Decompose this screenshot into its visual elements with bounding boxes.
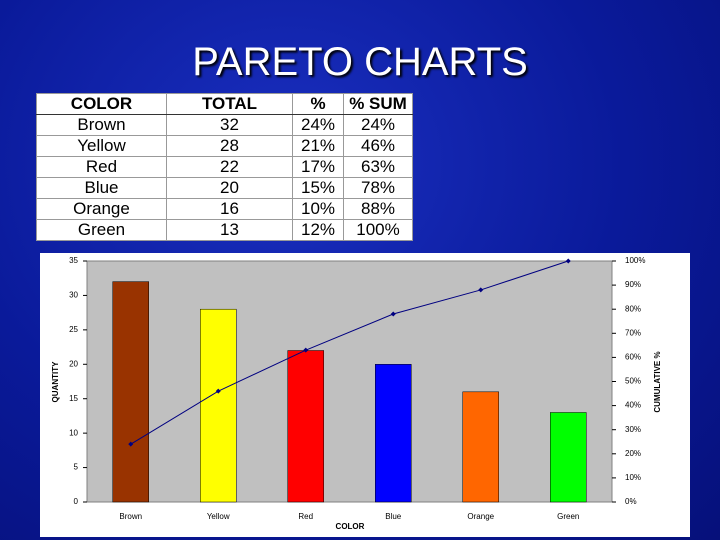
table-cell: Yellow (36, 135, 167, 157)
y-tick-label: 30 (69, 291, 78, 300)
y-tick-label: 0 (74, 497, 79, 506)
line-marker (478, 287, 484, 293)
line-marker (128, 441, 134, 447)
line-marker (215, 388, 221, 394)
table-row: Blue 20 15% 78% (36, 177, 413, 199)
table-row: COLOR TOTAL%% SUM (36, 93, 413, 115)
y-tick-label: 15 (69, 394, 78, 403)
bar (112, 281, 149, 503)
table-body: COLOR TOTAL%% SUM Brown 32 24% 24% Yellow 28 21%… (36, 93, 413, 241)
bar (550, 412, 587, 503)
table-cell: 12% (292, 219, 344, 241)
table-cell: Blue (36, 177, 167, 199)
slide-title: PARETO CHARTS (192, 40, 528, 84)
y2-tick-label: 50% (625, 377, 641, 386)
table-row: Green 13 12% 100% (36, 219, 413, 241)
x-tick-label: Red (298, 512, 313, 521)
line-marker (390, 311, 396, 317)
x-tick-label: Brown (119, 512, 142, 521)
table-cell: 28 (166, 135, 293, 157)
plot-area (86, 260, 613, 503)
y2-tick-label: 30% (625, 425, 641, 434)
bar (462, 391, 499, 503)
cumulative-line (130, 260, 569, 445)
y-tick-label: 5 (74, 463, 79, 472)
table-cell: 46% (343, 135, 413, 157)
y-axis-label: QUANTITY (51, 361, 60, 403)
y-tick-label: 25 (69, 325, 78, 334)
y-tick-label: 20 (69, 359, 78, 368)
table-cell: 88% (343, 198, 413, 220)
bar (287, 350, 324, 503)
y2-tick-label: 60% (625, 353, 641, 362)
y2-tick-label: 100% (625, 256, 645, 265)
table-row: Yellow 28 21% 46% (36, 135, 413, 157)
table-cell: 100% (343, 219, 413, 241)
y2-tick-label: 80% (625, 304, 641, 313)
y-tick-label: 35 (69, 256, 78, 265)
y2-tick-label: 90% (625, 280, 641, 289)
table-cell: 24% (292, 114, 344, 136)
y2-tick-label: 20% (625, 449, 641, 458)
x-tick-label: Green (557, 512, 579, 521)
line-marker (565, 258, 571, 264)
table-cell: Green (36, 219, 167, 241)
x-tick-label: Orange (467, 512, 494, 521)
line-marker (303, 347, 309, 353)
x-tick-label: Yellow (207, 512, 230, 521)
y2-tick-label: 40% (625, 401, 641, 410)
table-cell: Red (36, 156, 167, 178)
y2-tick-label: 10% (625, 473, 641, 482)
data-table: COLOR TOTAL%% SUM Brown 32 24% 24% Yellow 28 21%… (36, 93, 413, 241)
table-cell: COLOR (36, 93, 167, 115)
table-cell: % SUM (343, 93, 413, 115)
y2-axis-label: CUMULATIVE % (653, 351, 662, 412)
y2-tick-label: 0% (625, 497, 637, 506)
table-cell: Brown (36, 114, 167, 136)
bar (200, 308, 237, 503)
table-row: Orange 16 10% 88% (36, 198, 413, 220)
bar (375, 364, 412, 503)
y2-tick-label: 70% (625, 328, 641, 337)
x-tick-label: Blue (385, 512, 402, 521)
y-tick-label: 10 (69, 428, 78, 437)
x-axis-label: COLOR (336, 522, 365, 531)
table-cell: 22 (166, 156, 293, 178)
